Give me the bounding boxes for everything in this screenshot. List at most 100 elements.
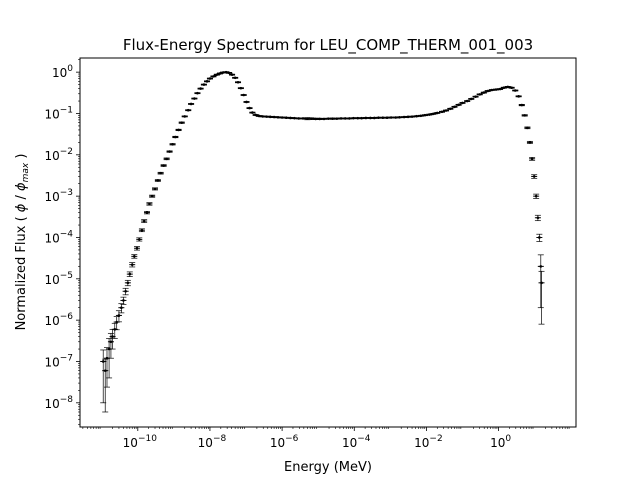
- data-marker: [174, 135, 177, 139]
- data-marker: [101, 360, 105, 363]
- data-point: [102, 358, 109, 413]
- data-marker: [385, 116, 389, 120]
- data-point: [136, 237, 143, 242]
- data-marker: [148, 202, 151, 206]
- data-marker: [364, 116, 368, 120]
- data-point: [226, 71, 233, 75]
- data-marker: [289, 116, 292, 120]
- data-point: [536, 233, 543, 242]
- data-point: [100, 349, 107, 404]
- data-marker: [494, 88, 498, 91]
- data-marker: [103, 369, 107, 372]
- data-marker: [394, 116, 397, 119]
- data-marker: [124, 289, 127, 293]
- data-point: [157, 171, 164, 175]
- data-marker: [381, 116, 385, 120]
- data-marker: [117, 314, 121, 317]
- data-marker: [202, 83, 206, 86]
- data-marker: [242, 93, 245, 97]
- data-marker: [431, 112, 435, 116]
- data-point: [243, 100, 250, 104]
- data-marker: [212, 75, 215, 78]
- data-point: [154, 179, 161, 182]
- data-marker: [449, 107, 452, 111]
- data-marker: [444, 109, 448, 112]
- data-point: [235, 80, 242, 84]
- data-marker: [189, 102, 193, 106]
- data-marker: [520, 103, 524, 107]
- data-marker: [261, 115, 265, 118]
- data-marker: [159, 171, 162, 175]
- y-axis-label-phi-max: ϕ: [14, 182, 29, 191]
- y-axis-label: Normalized Flux ( ϕ / ϕmax ): [14, 154, 31, 331]
- data-marker: [183, 115, 187, 118]
- data-marker: [540, 281, 543, 285]
- data-marker: [165, 157, 168, 161]
- data-marker: [135, 246, 139, 250]
- data-point: [149, 194, 156, 198]
- data-point: [500, 86, 507, 90]
- data-marker: [435, 111, 439, 115]
- data-marker: [128, 272, 132, 276]
- data-point: [508, 86, 515, 90]
- data-marker: [162, 164, 165, 167]
- data-marker: [126, 281, 130, 285]
- data-point: [447, 107, 454, 111]
- x-tick-label: 10−4: [342, 434, 371, 450]
- data-marker: [109, 340, 113, 344]
- data-marker: [180, 121, 184, 124]
- data-marker: [502, 86, 506, 90]
- data-marker: [130, 263, 134, 266]
- data-marker: [248, 106, 251, 110]
- y-tick-label: 10−4: [44, 229, 73, 245]
- data-marker: [107, 347, 111, 351]
- data-point: [240, 93, 247, 97]
- data-marker: [486, 89, 490, 93]
- data-marker: [348, 117, 351, 120]
- data-marker: [199, 87, 202, 90]
- data-point: [476, 93, 483, 96]
- data-point: [237, 86, 244, 90]
- data-marker: [227, 71, 231, 75]
- data-point: [122, 287, 129, 296]
- data-point: [451, 105, 458, 109]
- data-marker: [539, 265, 543, 268]
- x-axis-label: Energy (MeV): [284, 460, 372, 475]
- data-point: [172, 135, 179, 139]
- data-marker: [461, 101, 464, 105]
- data-marks: [100, 70, 545, 413]
- data-marker: [398, 115, 401, 119]
- y-tick-label: 10−1: [44, 105, 73, 121]
- data-marker: [186, 108, 190, 112]
- y-tick-label: 10−7: [44, 353, 73, 369]
- data-point: [529, 157, 536, 161]
- y-axis-ticks: 10−8 10−7 10−6 10−5 10−4 10−3 10−2 10−1 100: [44, 59, 80, 425]
- chart-title: Flux-Energy Spectrum for LEU_COMP_THERM_…: [123, 36, 533, 55]
- data-marker: [297, 117, 301, 120]
- data-marker: [306, 117, 309, 120]
- data-marker: [474, 95, 477, 98]
- data-marker: [526, 126, 529, 130]
- data-marker: [423, 113, 427, 117]
- data-point: [455, 103, 462, 107]
- data-point: [120, 296, 127, 305]
- data-point: [521, 114, 528, 117]
- data-point: [213, 73, 220, 76]
- data-marker: [326, 117, 330, 120]
- data-point: [468, 97, 475, 101]
- data-point: [533, 193, 540, 199]
- data-marker: [331, 117, 334, 120]
- x-tick-label: 10−10: [123, 434, 158, 450]
- data-point: [464, 99, 471, 103]
- data-point: [124, 279, 131, 287]
- data-marker: [137, 238, 141, 241]
- data-marker: [113, 328, 117, 331]
- y-tick-label: 10−3: [44, 188, 73, 204]
- data-marker: [236, 80, 240, 84]
- data-marker: [245, 100, 248, 104]
- data-marker: [171, 142, 174, 146]
- data-marker: [343, 117, 347, 120]
- data-point: [210, 75, 217, 78]
- data-marker: [318, 117, 321, 121]
- x-tick-label: 10−2: [414, 434, 443, 450]
